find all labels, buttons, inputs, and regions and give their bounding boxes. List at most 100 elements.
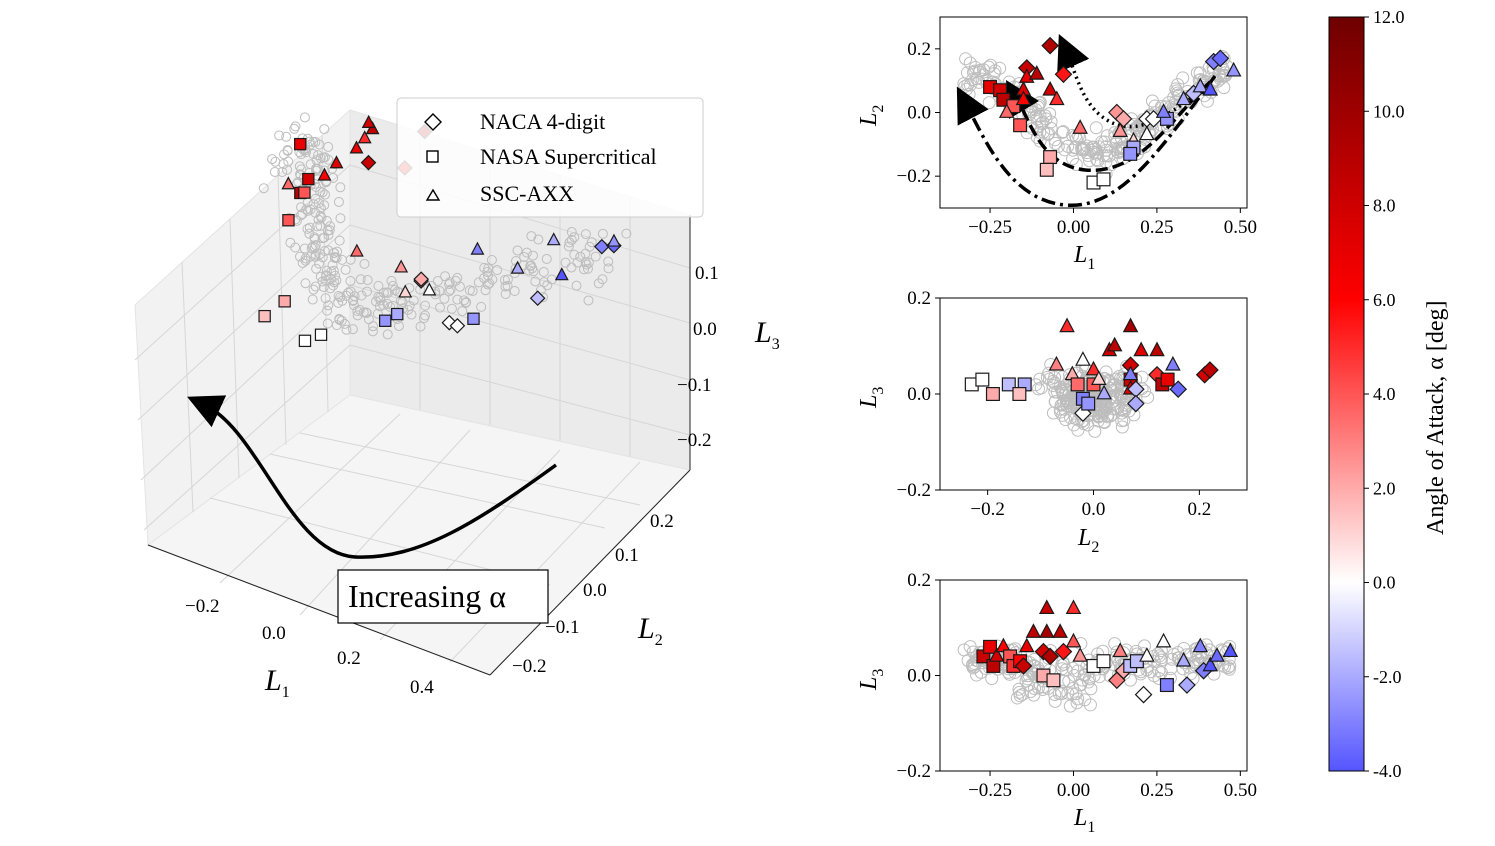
data-marker-l1-l2-2: [1054, 65, 1073, 84]
background-point-3d: [322, 305, 333, 316]
background-point-3d: [527, 250, 538, 261]
data-marker-l1-l2-12: [1015, 90, 1032, 106]
background-point-3d: [566, 262, 577, 273]
data-marker-l1-l2-21: [1114, 110, 1133, 128]
colorbar-tick-label: -4.0: [1373, 761, 1402, 781]
data-marker-l2-l3-13: [1070, 377, 1085, 392]
background-point: [957, 643, 971, 657]
background-point: [1012, 682, 1026, 696]
background-point-3d: [321, 271, 332, 282]
background-point-3d: [372, 308, 383, 319]
data-marker-l1-l3-14: [1038, 599, 1055, 615]
y-tick-label: 0.2: [907, 570, 931, 591]
data-marker-l1-l3-33: [1175, 651, 1192, 667]
background-point: [1044, 115, 1058, 129]
background-point-3d: [352, 305, 363, 316]
data-marker-l1-l2-22: [1112, 122, 1128, 137]
background-point-3d: [321, 265, 332, 276]
background-point-3d: [314, 258, 325, 269]
data-marker-l2-l3-16: [1090, 370, 1107, 385]
ticks-3d: −0.2 0.0 0.2 0.4 0.2 0.1 0.0 −0.1 −0.2 0…: [185, 263, 719, 698]
x-ticks-l1-l3: −0.25 0.00 0.25 0.50: [968, 771, 1257, 801]
background-point: [1182, 660, 1196, 674]
background-point-3d: [476, 301, 487, 312]
data-marker-l1-l3-34: [1178, 676, 1196, 694]
x-ticks-l2-l3: −0.2 0.0 0.2: [970, 490, 1211, 520]
data-marker-l1-l2-13: [998, 103, 1015, 118]
background-point-3d: [373, 280, 384, 291]
background-point-3d: [311, 165, 322, 176]
background-point: [1031, 382, 1045, 396]
background-point-3d: [325, 283, 336, 294]
data-marker-l1-l2-37: [1225, 61, 1242, 77]
data-marker-l1-l3-32: [1159, 678, 1174, 693]
background-point: [1052, 687, 1066, 701]
background-point-3d: [579, 264, 590, 275]
annotation-box: Increasing α: [337, 569, 549, 624]
background-point-3d: [309, 232, 320, 243]
data-marker-l1-l3-30: [1134, 685, 1153, 704]
data-marker-l2-l3-26: [1126, 394, 1145, 413]
background-point-3d: [575, 251, 586, 262]
background-point-3d: [304, 228, 315, 239]
background-point-3d: [362, 275, 373, 286]
data-marker-l2-l3-24: [1122, 365, 1139, 381]
background-point-3d: [526, 231, 537, 242]
background-point-3d: [363, 314, 374, 325]
x-axis-label-l2-l3: L2: [1077, 525, 1099, 556]
background-point-3d: [283, 156, 294, 167]
data-marker-l2-l3-28: [1149, 341, 1165, 357]
background-point-3d: [302, 223, 313, 234]
data-marker-3d-31: [510, 260, 525, 274]
panel-l2-l3: −0.2 0.0 0.2 −0.2 0.0 0.2 L2 L3: [856, 288, 1248, 556]
data-marker-l1-l3-8: [1014, 657, 1033, 675]
background-point-3d: [274, 130, 285, 141]
background-point-3d: [564, 237, 575, 248]
background-point: [1066, 682, 1080, 696]
background-point-3d: [320, 293, 331, 304]
background-point: [1171, 646, 1185, 660]
y-tick-label: −0.2: [897, 761, 931, 782]
data-marker-l1-l3-20: [1046, 673, 1061, 688]
background-point-3d: [328, 248, 339, 259]
background-point: [1088, 424, 1102, 438]
background-point: [968, 660, 982, 674]
background-point-3d: [464, 285, 475, 296]
background-point-3d: [282, 145, 293, 156]
background-point-3d: [300, 253, 311, 264]
background-point-3d: [305, 159, 316, 170]
background-point: [1099, 365, 1113, 379]
background-point-3d: [479, 262, 490, 273]
background-point-3d: [603, 256, 614, 267]
background-point-3d: [525, 261, 536, 272]
data-marker-l1-l3-13: [1038, 623, 1055, 638]
background-point-3d: [323, 141, 334, 152]
background-point: [1056, 408, 1070, 422]
colorbar-gradient: [1328, 16, 1365, 772]
background-point-3d: [386, 275, 397, 286]
background-point: [1048, 385, 1062, 399]
data-marker-l1-l2-36: [1211, 49, 1230, 68]
background-point: [1048, 395, 1062, 409]
background-point-3d: [330, 252, 341, 263]
background-point-3d: [509, 285, 520, 296]
background-point: [1221, 661, 1235, 675]
background-point-3d: [486, 254, 497, 265]
data-marker-3d-14: [282, 214, 295, 227]
data-marker-3d-25: [391, 307, 404, 321]
y-tick-label: −0.2: [897, 166, 931, 187]
y-tick-label: 0.0: [907, 103, 931, 124]
background-point-3d: [492, 265, 503, 276]
background-point: [1083, 698, 1097, 712]
background-point-3d: [593, 278, 604, 289]
background-point-3d: [308, 284, 319, 295]
y3d-tick-2: 0.0: [583, 580, 607, 601]
background-point: [987, 67, 1001, 81]
data-marker-l1-l3-31: [1155, 632, 1172, 648]
data-marker-3d-13: [281, 176, 296, 190]
z3d-tick-0: 0.1: [695, 263, 719, 284]
background-point-cloud-l1-l2: [957, 50, 1234, 181]
data-marker-l1-l3-1: [983, 639, 998, 654]
background-point-3d: [267, 154, 278, 165]
background-point: [1147, 669, 1161, 683]
